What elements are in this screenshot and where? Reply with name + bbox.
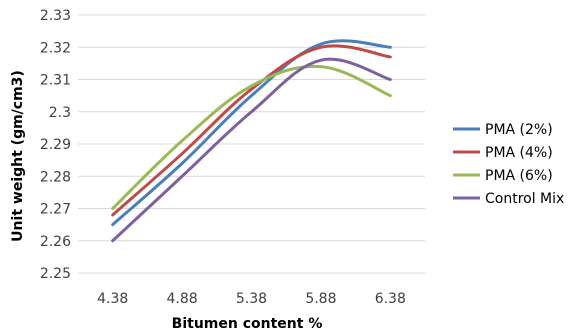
x-axis-title: Bitumen content % <box>172 316 323 332</box>
y-axis-ticks: 2.25 2.26 2.27 2.28 2.29 2.3 2.31 2.32 2.33 <box>40 8 71 282</box>
y-tick-label: 2.33 <box>40 8 71 24</box>
x-tick-label: 4.88 <box>167 291 198 307</box>
y-tick-label: 2.28 <box>40 169 71 185</box>
series-lines <box>111 39 392 243</box>
x-tick-label: 5.38 <box>236 291 267 307</box>
y-tick-label: 2.25 <box>40 266 71 282</box>
legend-label: PMA (6%) <box>485 168 553 184</box>
y-tick-label: 2.29 <box>40 137 71 153</box>
y-axis-title: Unit weight (gm/cm3) <box>10 70 26 242</box>
x-tick-label: 6.38 <box>375 291 406 307</box>
y-tick-label: 2.32 <box>40 40 71 56</box>
legend: PMA (2%) PMA (4%) PMA (6%) Control Mix <box>453 122 564 207</box>
y-tick-label: 2.3 <box>49 105 71 121</box>
x-tick-label: 4.38 <box>97 291 128 307</box>
legend-label: PMA (4%) <box>485 145 553 161</box>
series-line <box>111 44 392 217</box>
series-line <box>111 57 392 243</box>
legend-label: PMA (2%) <box>485 122 553 138</box>
x-axis-ticks: 4.38 4.88 5.38 5.88 6.38 <box>97 291 406 307</box>
y-tick-label: 2.27 <box>40 202 71 218</box>
legend-label: Control Mix <box>485 191 564 207</box>
series-line <box>111 39 392 227</box>
x-tick-label: 5.88 <box>305 291 336 307</box>
series-line <box>111 64 392 210</box>
y-tick-label: 2.31 <box>40 73 71 89</box>
y-tick-label: 2.26 <box>40 234 71 250</box>
